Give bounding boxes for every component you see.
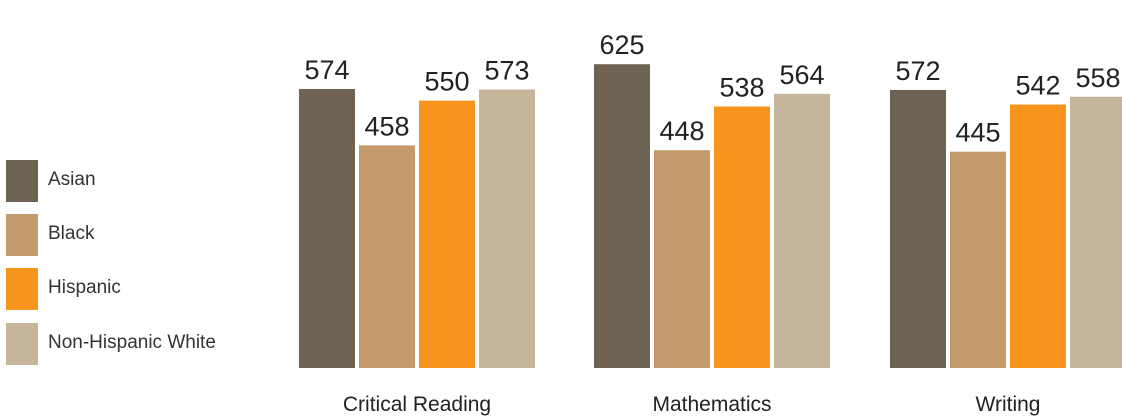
- bar-writing-hispanic: [1010, 104, 1066, 368]
- data-label-mathematics-black: 448: [659, 116, 704, 146]
- data-label-writing-asian: 572: [895, 56, 940, 86]
- bar-writing-non-hispanic-white: [1070, 96, 1122, 369]
- data-label-critical-reading-black: 458: [364, 111, 409, 141]
- legend-label-hispanic: Hispanic: [48, 277, 121, 298]
- legend-swatch-hispanic: [6, 268, 38, 310]
- data-label-writing-black: 445: [955, 118, 1000, 148]
- bar-mathematics-black: [654, 150, 710, 368]
- bar-mathematics-asian: [594, 64, 650, 368]
- bar-critical-reading-non-hispanic-white: [479, 89, 535, 369]
- bar-critical-reading-hispanic: [419, 100, 475, 369]
- bar-critical-reading-black: [359, 145, 415, 368]
- legend-label-asian: Asian: [48, 169, 96, 190]
- data-label-critical-reading-non-hispanic-white: 573: [484, 55, 529, 85]
- bar-mathematics-hispanic: [714, 106, 770, 368]
- legend-swatch-black: [6, 214, 38, 256]
- legend-swatch-asian: [6, 160, 38, 202]
- category-label-critical-reading: Critical Reading: [343, 393, 491, 416]
- data-label-critical-reading-asian: 574: [304, 55, 349, 85]
- bar-writing-black: [950, 151, 1006, 368]
- bar-critical-reading-asian: [299, 88, 355, 368]
- legend-swatch-non-hispanic-white: [6, 323, 38, 365]
- data-label-mathematics-non-hispanic-white: 564: [779, 60, 824, 90]
- category-label-writing: Writing: [976, 393, 1041, 416]
- data-label-critical-reading-hispanic: 550: [424, 67, 469, 97]
- bar-writing-asian: [890, 89, 946, 368]
- data-label-mathematics-hispanic: 538: [719, 72, 764, 102]
- category-label-mathematics: Mathematics: [652, 393, 771, 416]
- legend-label-non-hispanic-white: Non-Hispanic White: [48, 332, 216, 353]
- data-label-writing-non-hispanic-white: 558: [1075, 63, 1120, 93]
- legend-label-black: Black: [48, 223, 95, 244]
- data-label-writing-hispanic: 542: [1015, 71, 1060, 101]
- bar-mathematics-non-hispanic-white: [774, 93, 830, 368]
- data-label-mathematics-asian: 625: [599, 30, 644, 60]
